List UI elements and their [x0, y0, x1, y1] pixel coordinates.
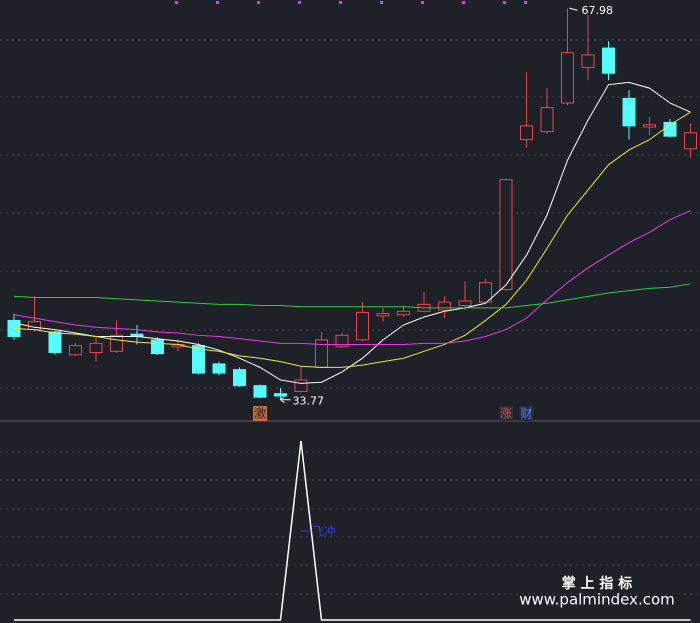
signal-box [519, 406, 534, 421]
moving-average-line [13, 111, 691, 368]
candle-body [110, 334, 123, 352]
signal-label: 涨 [500, 406, 512, 421]
candle-body [356, 311, 369, 341]
candle-body [438, 301, 451, 311]
candle-body [561, 52, 574, 104]
candle-body [192, 345, 205, 374]
watermark-title: 掌 上 指 标 [562, 575, 633, 592]
candle-body [479, 282, 492, 303]
candle-body [89, 342, 103, 353]
candle-body [622, 97, 636, 127]
moving-average-line [13, 283, 691, 309]
candle-body [253, 385, 267, 398]
signal-label: 激 [254, 407, 266, 421]
low-label: 33.77 [293, 395, 325, 408]
candle-body [151, 339, 164, 355]
grid [0, 39, 700, 595]
indicator-line [14, 440, 691, 621]
price-panel: 67.98 33.77 激 涨财 [7, 4, 697, 421]
candle-body [233, 369, 246, 387]
candle-body [397, 310, 410, 316]
signal-label: 财 [520, 407, 532, 421]
candle-body [294, 379, 308, 392]
candle-body [212, 363, 226, 374]
moving-average-line [13, 81, 691, 384]
candle-body [520, 125, 533, 141]
indicator-panel: 一飞冲 [14, 440, 691, 621]
top-dots [175, 1, 527, 4]
candle-body [335, 334, 349, 348]
candle-body [48, 331, 62, 353]
candle-body [274, 393, 287, 397]
moving-average-line [13, 210, 691, 345]
candle-body [458, 300, 472, 307]
candle-body [376, 313, 390, 317]
candle-body [643, 124, 656, 128]
candle-body [602, 47, 615, 74]
high-label: 67.98 [582, 4, 614, 17]
signal-box [253, 406, 267, 421]
candle-body [69, 345, 82, 356]
watermark-url: www.palmindex.com [519, 591, 675, 609]
signal-box [499, 406, 513, 421]
candle-body [684, 132, 697, 150]
candle-body [581, 54, 595, 69]
candle-body [540, 107, 554, 133]
candle-body [28, 321, 41, 331]
high-arrow [569, 7, 578, 11]
low-arrow [280, 396, 291, 404]
indicator-annotation: 一飞冲 [300, 524, 336, 539]
candle-body [499, 179, 513, 291]
